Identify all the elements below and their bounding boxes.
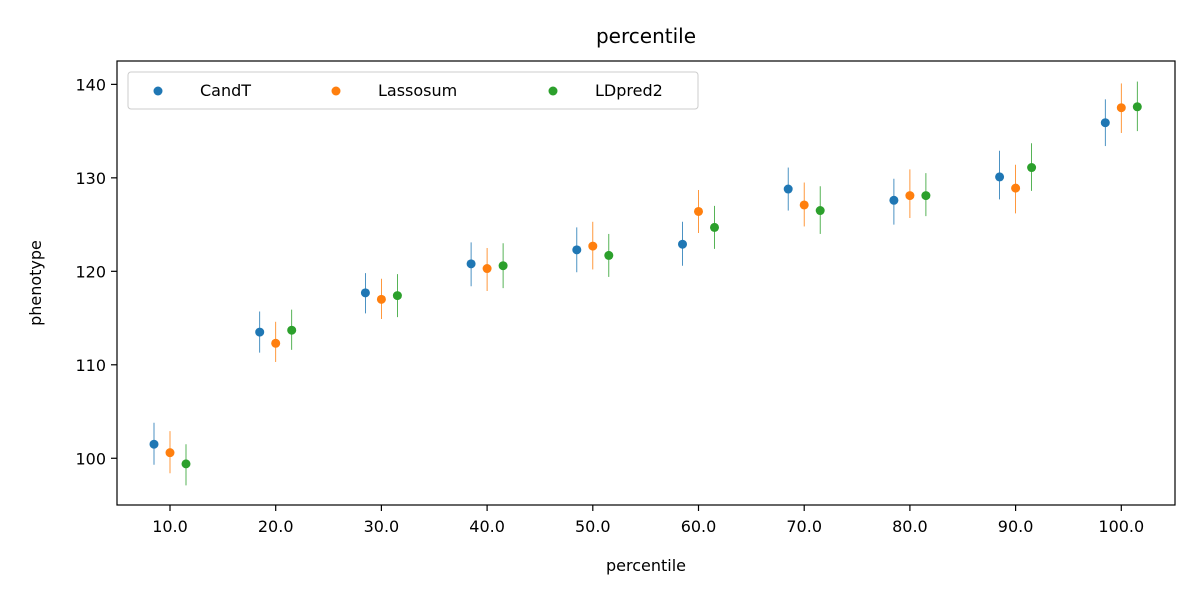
data-point [1027,163,1037,173]
y-tick-label: 130 [75,169,106,188]
y-axis-label: phenotype [26,240,45,326]
data-point [588,241,598,251]
data-point [1100,118,1110,128]
x-axis: 10.0 20.0 30.0 40.0 50.0 60.0 70.0 80.0 90.0 100.… [152,505,1144,536]
legend-marker [548,86,558,96]
legend: CandT Lassosum LDpred2 [127,71,699,110]
data-point [271,338,281,348]
data-point [905,191,915,201]
x-tick-label: 40.0 [469,517,505,536]
x-tick-label: 70.0 [786,517,822,536]
x-tick-label: 90.0 [998,517,1034,536]
legend-marker [331,86,341,96]
data-point [710,222,719,232]
data-point [694,206,703,216]
series-candt [149,99,1110,465]
data-point [181,459,191,469]
data-point [392,291,402,301]
legend-label: Lassosum [378,81,457,100]
x-tick-label: 30.0 [364,517,400,536]
data-point [1116,103,1126,113]
series-ldpred2 [181,81,1142,486]
y-tick-label: 120 [75,262,106,281]
legend-marker [153,86,163,96]
data-point [149,439,159,449]
series-lassosum [165,83,1126,474]
data-point [466,259,476,269]
plot-area [116,60,1176,506]
data-point [498,261,508,271]
data-point [376,294,386,304]
data-point [1011,183,1021,193]
x-tick-label: 50.0 [575,517,611,536]
chart-title: percentile [596,24,696,48]
data-point [921,191,931,201]
x-axis-label: percentile [606,556,686,575]
data-point [995,172,1005,182]
legend-box [127,71,699,110]
legend-label: LDpred2 [595,81,663,100]
legend-label: CandT [200,81,251,100]
data-point [815,206,825,216]
data-point [165,448,175,458]
y-tick-label: 140 [75,75,106,94]
y-tick-label: 100 [75,449,106,468]
y-tick-label: 110 [75,356,106,375]
x-tick-label: 80.0 [892,517,928,536]
data-point [255,327,265,337]
x-tick-label: 10.0 [152,517,188,536]
y-axis: 100 110 120 130 140 [75,75,117,468]
plot-frame [116,60,1176,506]
data-point [889,195,899,205]
data-point [572,245,582,255]
data-point [604,250,614,260]
x-tick-label: 20.0 [258,517,294,536]
data-point [678,239,687,249]
data-point [360,288,370,298]
data-point [799,200,809,210]
data-point [1132,102,1142,112]
data-point [287,325,297,335]
data-point [783,184,793,194]
data-point [482,264,492,274]
x-tick-label: 60.0 [681,517,717,536]
x-tick-label: 100.0 [1098,517,1144,536]
